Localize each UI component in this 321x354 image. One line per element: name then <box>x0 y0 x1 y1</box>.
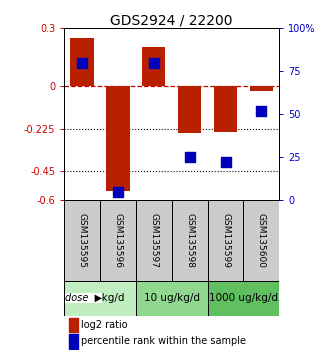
Bar <box>106 86 130 190</box>
Text: 10 ug/kg/d: 10 ug/kg/d <box>144 293 200 303</box>
Bar <box>178 86 201 133</box>
Text: log2 ratio: log2 ratio <box>81 320 127 330</box>
Text: percentile rank within the sample: percentile rank within the sample <box>81 336 246 346</box>
Text: 1 ug/kg/d: 1 ug/kg/d <box>75 293 125 303</box>
Bar <box>136 281 208 315</box>
Bar <box>136 200 172 281</box>
Bar <box>64 200 100 281</box>
Bar <box>68 318 78 332</box>
Bar <box>172 200 208 281</box>
Text: GSM135600: GSM135600 <box>257 213 266 268</box>
Point <box>116 189 121 194</box>
Bar <box>208 281 279 315</box>
Text: GSM135596: GSM135596 <box>113 213 123 268</box>
Point <box>223 160 228 165</box>
Bar <box>250 86 273 91</box>
Bar <box>64 281 136 315</box>
Point <box>151 60 156 65</box>
Text: dose  ▶: dose ▶ <box>65 293 102 303</box>
Bar <box>142 47 165 86</box>
Bar <box>208 200 243 281</box>
Bar <box>214 86 237 132</box>
Bar <box>71 38 94 86</box>
Point <box>187 154 192 160</box>
Text: GSM135595: GSM135595 <box>78 213 87 268</box>
Point <box>80 60 85 65</box>
Bar <box>68 334 78 349</box>
Text: GSM135597: GSM135597 <box>149 213 158 268</box>
Title: GDS2924 / 22200: GDS2924 / 22200 <box>110 13 233 27</box>
Text: GSM135599: GSM135599 <box>221 213 230 268</box>
Bar <box>243 200 279 281</box>
Bar <box>100 200 136 281</box>
Text: GSM135598: GSM135598 <box>185 213 194 268</box>
Text: 1000 ug/kg/d: 1000 ug/kg/d <box>209 293 278 303</box>
Point <box>259 108 264 114</box>
